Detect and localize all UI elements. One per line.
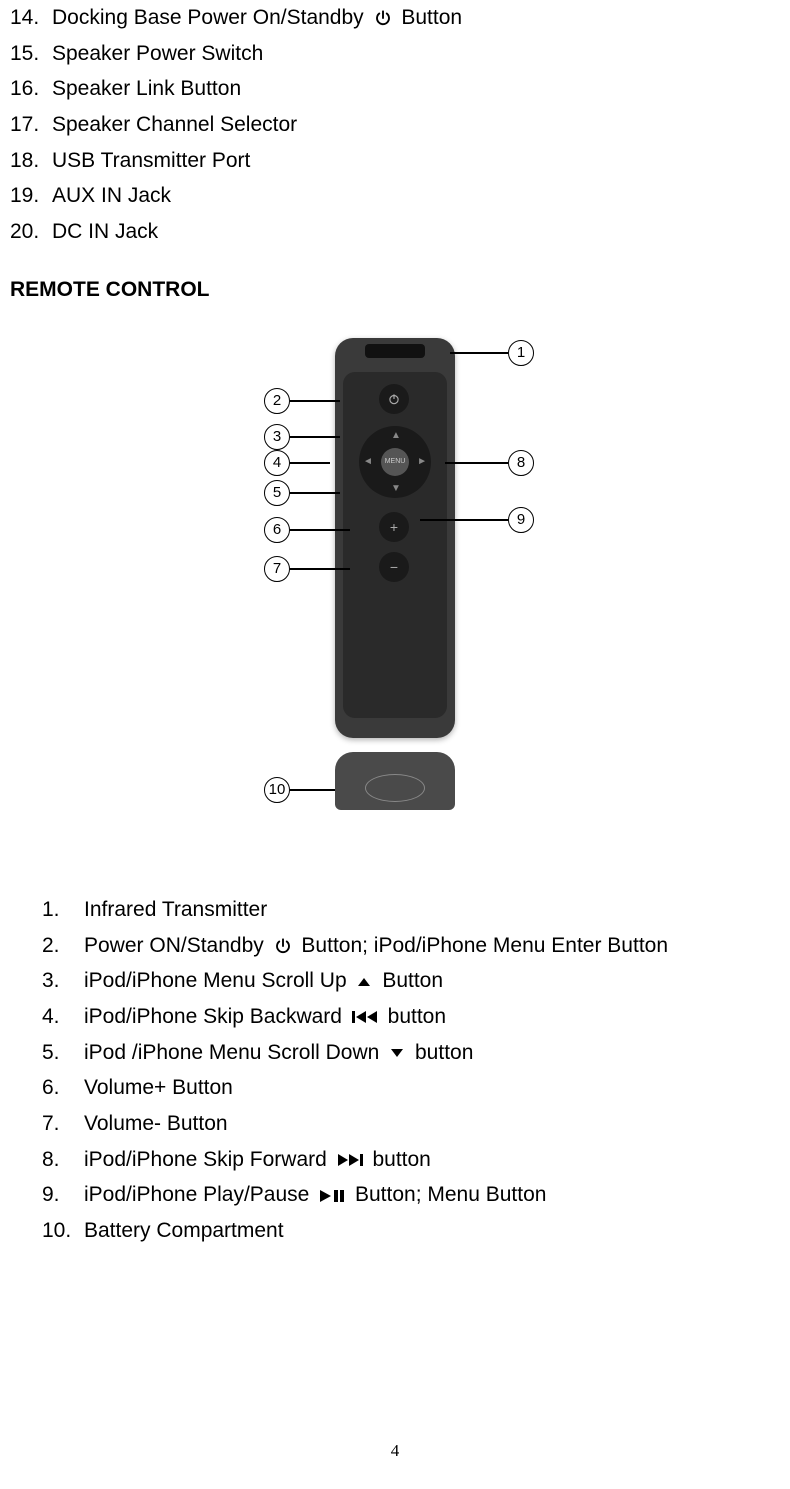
callout-9: 9 [420, 507, 534, 533]
battery-cover [365, 774, 425, 802]
list-number: 7. [10, 1106, 84, 1142]
list-item: 20.DC IN Jack [10, 214, 780, 250]
dpad-down-icon: ▼ [391, 483, 401, 494]
callout-2-label: 2 [264, 388, 290, 414]
power-button-graphic [379, 384, 409, 414]
list-number: 3. [10, 963, 84, 999]
list-number: 6. [10, 1070, 84, 1106]
list-text: iPod /iPhone Menu Scroll Down button [84, 1035, 473, 1071]
list-number: 19. [10, 178, 52, 214]
list-text: DC IN Jack [52, 214, 158, 250]
list-number: 17. [10, 107, 52, 143]
list-item: 4.iPod/iPhone Skip Backward button [10, 999, 780, 1035]
list-item: 10.Battery Compartment [10, 1213, 780, 1249]
callout-1: 1 [450, 340, 534, 366]
dpad-center: MENU [381, 448, 409, 476]
power-icon [374, 9, 392, 27]
list-number: 20. [10, 214, 52, 250]
list-number: 2. [10, 928, 84, 964]
list-item: 17.Speaker Channel Selector [10, 107, 780, 143]
callout-5-label: 5 [264, 480, 290, 506]
list-text: Infrared Transmitter [84, 892, 267, 928]
skip-back-icon [352, 1010, 378, 1024]
play-pause-icon [319, 1189, 345, 1203]
dpad-right-icon: ► [417, 456, 427, 467]
list-item: 15.Speaker Power Switch [10, 36, 780, 72]
first-list: 14.Docking Base Power On/Standby Button1… [10, 0, 780, 250]
list-text: Speaker Link Button [52, 71, 241, 107]
callout-8: 8 [445, 450, 534, 476]
callout-6: 6 [264, 517, 350, 543]
list-item: 9.iPod/iPhone Play/Pause Button; Menu Bu… [10, 1177, 780, 1213]
callout-1-label: 1 [508, 340, 534, 366]
list-number: 10. [10, 1213, 84, 1249]
list-number: 8. [10, 1142, 84, 1178]
list-number: 16. [10, 71, 52, 107]
list-text: iPod/iPhone Skip Forward button [84, 1142, 431, 1178]
power-icon [274, 937, 292, 955]
scroll-up-icon [356, 976, 372, 988]
section-heading: REMOTE CONTROL [10, 278, 780, 302]
list-text: Volume+ Button [84, 1070, 233, 1106]
scroll-down-icon [389, 1047, 405, 1059]
callout-6-label: 6 [264, 517, 290, 543]
list-number: 4. [10, 999, 84, 1035]
list-number: 9. [10, 1177, 84, 1213]
callout-8-label: 8 [508, 450, 534, 476]
list-number: 1. [10, 892, 84, 928]
list-item: 1.Infrared Transmitter [10, 892, 780, 928]
remote-body-front: MENU ▲ ▼ ◄ ► + − [335, 338, 455, 738]
list-item: 16.Speaker Link Button [10, 71, 780, 107]
second-list: 1.Infrared Transmitter2.Power ON/Standby… [10, 892, 780, 1249]
list-number: 5. [10, 1035, 84, 1071]
list-text: Volume- Button [84, 1106, 228, 1142]
volume-plus-graphic: + [379, 512, 409, 542]
list-item: 3.iPod/iPhone Menu Scroll Up Button [10, 963, 780, 999]
callout-9-label: 9 [508, 507, 534, 533]
skip-fwd-icon [337, 1153, 363, 1167]
list-item: 19.AUX IN Jack [10, 178, 780, 214]
callout-3: 3 [264, 424, 340, 450]
dpad-graphic: MENU ▲ ▼ ◄ ► [359, 426, 431, 498]
list-text: Power ON/Standby Button; iPod/iPhone Men… [84, 928, 668, 964]
remote-body-back [335, 752, 455, 810]
callout-7-label: 7 [264, 556, 290, 582]
list-text: Speaker Power Switch [52, 36, 263, 72]
list-item: 8.iPod/iPhone Skip Forward button [10, 1142, 780, 1178]
list-item: 14.Docking Base Power On/Standby Button [10, 0, 780, 36]
dpad-up-icon: ▲ [391, 430, 401, 441]
callout-4-label: 4 [264, 450, 290, 476]
remote-diagram: MENU ▲ ▼ ◄ ► + − 1 [225, 332, 565, 812]
list-number: 18. [10, 143, 52, 179]
ir-window [365, 344, 425, 358]
callout-4: 4 [264, 450, 330, 476]
remote-face: MENU ▲ ▼ ◄ ► + − [343, 372, 447, 718]
list-text: AUX IN Jack [52, 178, 171, 214]
list-text: Docking Base Power On/Standby Button [52, 0, 462, 36]
page-number: 4 [0, 1441, 790, 1461]
list-item: 5.iPod /iPhone Menu Scroll Down button [10, 1035, 780, 1071]
list-item: 6.Volume+ Button [10, 1070, 780, 1106]
volume-minus-graphic: − [379, 552, 409, 582]
list-text: USB Transmitter Port [52, 143, 250, 179]
remote-diagram-container: MENU ▲ ▼ ◄ ► + − 1 [10, 332, 780, 812]
list-item: 18.USB Transmitter Port [10, 143, 780, 179]
callout-10-label: 10 [264, 777, 290, 803]
callout-7: 7 [264, 556, 350, 582]
list-number: 14. [10, 0, 52, 36]
list-number: 15. [10, 36, 52, 72]
list-text: iPod/iPhone Skip Backward button [84, 999, 446, 1035]
dpad-left-icon: ◄ [363, 456, 373, 467]
callout-2: 2 [264, 388, 340, 414]
list-text: Speaker Channel Selector [52, 107, 297, 143]
callout-5: 5 [264, 480, 340, 506]
list-text: iPod/iPhone Play/Pause Button; Menu Butt… [84, 1177, 546, 1213]
list-text: iPod/iPhone Menu Scroll Up Button [84, 963, 443, 999]
callout-3-label: 3 [264, 424, 290, 450]
list-item: 7.Volume- Button [10, 1106, 780, 1142]
callout-10: 10 [264, 777, 335, 803]
list-text: Battery Compartment [84, 1213, 284, 1249]
list-item: 2.Power ON/Standby Button; iPod/iPhone M… [10, 928, 780, 964]
